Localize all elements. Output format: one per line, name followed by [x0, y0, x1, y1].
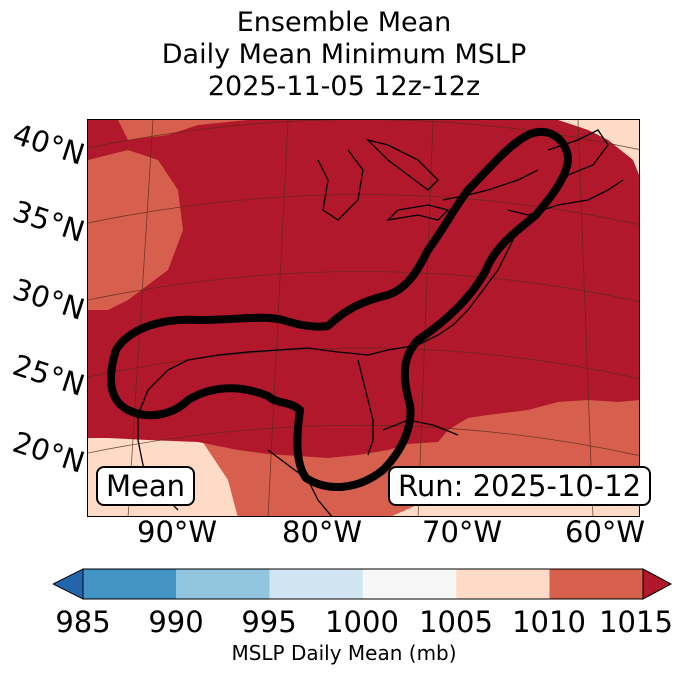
run-label: Run: 2025-10-12	[388, 466, 652, 506]
colorbar	[53, 568, 673, 600]
field-above-1015	[88, 120, 639, 458]
colorbar-bin-985-990	[83, 569, 177, 599]
field-above-1015-west	[88, 150, 183, 310]
title-line-2: Daily Mean Minimum MSLP	[161, 39, 527, 70]
colorbar-tick-985: 985	[55, 605, 111, 639]
lat-label-40n: 40°N	[8, 116, 89, 172]
colorbar-tick-1015: 1015	[599, 605, 673, 639]
colorbar-label: MSLP Daily Mean (mb)	[231, 641, 457, 665]
title-line-3: 2025-11-05 12z-12z	[207, 71, 481, 102]
colorbar-tick-1005: 1005	[419, 605, 493, 639]
colorbar-bin-995-1000	[269, 569, 363, 599]
colorbar-tick-990: 990	[148, 605, 204, 639]
colorbar-bin-1010-1015	[549, 569, 643, 599]
map-panel	[87, 119, 640, 517]
lon-label-90w: 90°W	[137, 515, 218, 549]
colorbar-outline	[82, 568, 644, 600]
lat-label-25n: 25°N	[8, 347, 89, 403]
mean-label: Mean	[96, 466, 196, 506]
lon-label-60w: 60°W	[565, 515, 646, 549]
field-below-1010-northeast	[558, 120, 639, 175]
colorbar-tick-1010: 1010	[512, 605, 586, 639]
lat-label-30n: 30°N	[8, 271, 89, 327]
lon-label-80w: 80°W	[282, 515, 363, 549]
colorbar-bin-990-995	[176, 569, 270, 599]
colorbar-bin-1000-1005	[362, 569, 457, 599]
lat-label-35n: 35°N	[8, 193, 89, 249]
lat-label-20n: 20°N	[8, 424, 89, 480]
colorbar-over-extension	[642, 568, 673, 600]
title-line-1: Ensemble Mean	[236, 7, 452, 38]
map-canvas	[88, 120, 639, 516]
lon-label-70w: 70°W	[422, 515, 503, 549]
mslp-contour	[107, 127, 572, 491]
graticule	[88, 120, 639, 516]
colorbar-tick-1000: 1000	[325, 605, 399, 639]
colorbar-tick-995: 995	[241, 605, 297, 639]
colorbar-bin-1005-1010	[456, 569, 550, 599]
colorbar-under-extension	[53, 568, 84, 600]
